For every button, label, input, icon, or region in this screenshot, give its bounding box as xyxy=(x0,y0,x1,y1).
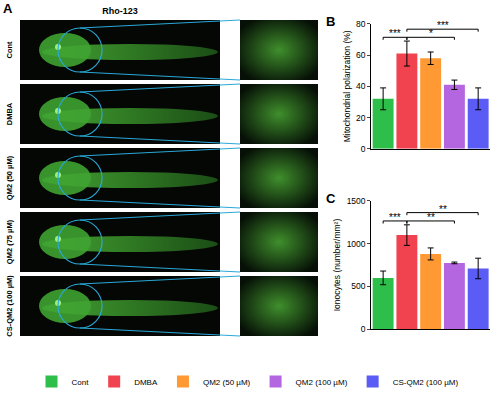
svg-text:0: 0 xyxy=(361,324,366,334)
svg-text:1500: 1500 xyxy=(347,196,366,206)
svg-text:QM2 (75 µM): QM2 (75 µM) xyxy=(5,219,14,264)
svg-text:***: *** xyxy=(389,28,401,39)
svg-text:QM2 (100 µM): QM2 (100 µM) xyxy=(296,378,348,387)
svg-text:40: 40 xyxy=(356,81,366,91)
svg-text:QM2 (50 µM): QM2 (50 µM) xyxy=(5,155,14,200)
svg-text:DMBA: DMBA xyxy=(5,102,14,125)
svg-text:***: *** xyxy=(437,20,449,31)
svg-text:**: ** xyxy=(439,204,447,215)
svg-text:500: 500 xyxy=(351,281,365,291)
svg-text:1000: 1000 xyxy=(347,239,366,249)
svg-text:CS-QM2 (100 µM): CS-QM2 (100 µM) xyxy=(393,378,459,387)
svg-text:Cont: Cont xyxy=(72,378,90,387)
svg-text:60: 60 xyxy=(356,50,366,60)
svg-text:Ionocytes (number/mm²): Ionocytes (number/mm²) xyxy=(332,219,342,312)
svg-text:CS-QM2 (100 µM): CS-QM2 (100 µM) xyxy=(5,275,14,337)
svg-text:*: * xyxy=(429,28,433,39)
svg-text:Cont: Cont xyxy=(5,41,14,59)
svg-text:0: 0 xyxy=(361,144,366,154)
svg-text:Rho-123: Rho-123 xyxy=(102,6,138,16)
svg-text:80: 80 xyxy=(356,19,366,29)
svg-text:***: *** xyxy=(389,212,401,223)
svg-text:QM2 (50 µM): QM2 (50 µM) xyxy=(203,378,251,387)
svg-text:A: A xyxy=(3,1,13,16)
svg-text:B: B xyxy=(326,14,335,29)
svg-text:Mitochondrial polarization (%): Mitochondrial polarization (%) xyxy=(342,30,352,142)
svg-text:DMBA: DMBA xyxy=(134,378,158,387)
svg-text:**: ** xyxy=(427,212,435,223)
svg-text:20: 20 xyxy=(356,113,366,123)
svg-text:C: C xyxy=(326,191,336,206)
